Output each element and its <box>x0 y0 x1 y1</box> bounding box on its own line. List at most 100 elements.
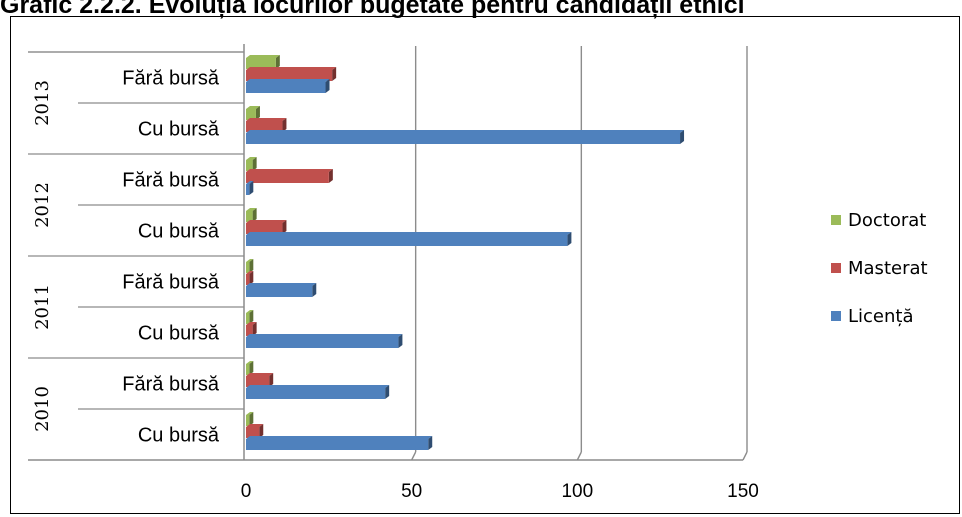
bar-side-Licență <box>428 436 433 450</box>
bar-Licență <box>246 337 399 348</box>
bar-side-Licență <box>567 232 572 246</box>
legend-label: Doctorat <box>848 210 926 231</box>
bar-Licență <box>246 133 681 144</box>
year-label: 2010 <box>32 386 53 432</box>
chart-title: Grafic 2.2.2. Evoluția locurilor bugetat… <box>0 0 745 19</box>
bar-Masterat <box>246 172 329 183</box>
bar-Licență <box>246 286 313 297</box>
bar-Doctorat <box>246 211 253 222</box>
bar-side-Doctorat <box>249 412 254 426</box>
bar-side-Doctorat <box>252 157 257 171</box>
bar-side-Doctorat <box>249 259 254 273</box>
bar-side-Doctorat <box>249 310 254 324</box>
bar-side-Masterat <box>259 424 264 438</box>
bar-side-Masterat <box>328 169 333 183</box>
bar-side-Doctorat <box>275 55 280 69</box>
bar-top-Doctorat <box>246 412 254 415</box>
gridline-floor-50 <box>411 451 417 461</box>
bar-side-Masterat <box>282 118 287 132</box>
bar-side-Licență <box>325 79 330 93</box>
bar-Doctorat <box>246 160 253 171</box>
category-label: Fără bursă <box>122 272 220 294</box>
bar-Masterat <box>246 376 270 387</box>
bar-Licență <box>246 184 250 195</box>
bar-top-Licență <box>246 334 403 337</box>
bar-top-Doctorat <box>246 259 254 262</box>
bar-top-Masterat <box>246 373 274 376</box>
legend-swatch <box>831 311 841 321</box>
year-label: 2011 <box>32 284 53 330</box>
category-label: Fără bursă <box>122 374 220 396</box>
bar-Doctorat <box>246 364 250 375</box>
category-label: Fără bursă <box>122 68 220 90</box>
x-tick-label: 50 <box>401 481 422 502</box>
bar-side-Licență <box>398 334 403 348</box>
year-label: 2012 <box>32 182 53 228</box>
bar-top-Licență <box>246 436 433 439</box>
bar-Masterat <box>246 274 250 285</box>
bar-top-Licență <box>246 181 254 184</box>
bar-top-Doctorat <box>246 361 254 364</box>
bar-top-Licență <box>246 130 685 133</box>
bar-top-Licență <box>246 232 572 235</box>
legend-label: Masterat <box>848 258 928 279</box>
bar-side-Licență <box>385 385 390 399</box>
bar-Doctorat <box>246 313 250 324</box>
category-label: Cu bursă <box>138 221 220 243</box>
bar-top-Doctorat <box>246 106 260 109</box>
bar-side-Masterat <box>252 322 257 336</box>
legend-label: Licență <box>848 306 914 327</box>
legend-swatch <box>831 263 841 273</box>
bar-side-Licență <box>680 130 685 144</box>
x-tick-label: 150 <box>727 481 759 502</box>
bar-side-Doctorat <box>249 361 254 375</box>
bar-Masterat <box>246 121 283 132</box>
x-tick-label: 0 <box>241 481 252 502</box>
bar-Licență <box>246 388 386 399</box>
bar-top-Masterat <box>246 169 333 172</box>
bar-Masterat <box>246 427 260 438</box>
bar-top-Masterat <box>246 118 287 121</box>
bar-top-Doctorat <box>246 310 254 313</box>
bar-Licență <box>246 82 326 93</box>
bar-top-Doctorat <box>246 157 257 160</box>
gridline-floor-150 <box>742 451 748 461</box>
bar-top-Masterat <box>246 424 264 427</box>
chart-frame <box>10 16 960 514</box>
bar-top-Doctorat <box>246 55 280 58</box>
bar-side-Masterat <box>269 373 274 387</box>
bar-Doctorat <box>246 262 250 273</box>
bar-side-Masterat <box>249 271 254 285</box>
bar-Masterat <box>246 223 283 234</box>
bar-side-Licență <box>249 181 254 195</box>
bar-Doctorat <box>246 415 250 426</box>
bar-side-Masterat <box>332 67 337 81</box>
category-label: Cu bursă <box>138 323 220 345</box>
bar-Doctorat <box>246 58 276 69</box>
gridline-floor-100 <box>576 451 582 461</box>
bar-top-Masterat <box>246 322 257 325</box>
year-label: 2013 <box>32 80 53 126</box>
bar-top-Masterat <box>246 67 337 70</box>
legend-swatch <box>831 215 841 225</box>
category-label: Cu bursă <box>138 425 220 447</box>
category-label: Cu bursă <box>138 119 220 141</box>
bar-Doctorat <box>246 109 256 120</box>
bar-Masterat <box>246 325 253 336</box>
bar-side-Licență <box>312 283 317 297</box>
bar-top-Licență <box>246 79 330 82</box>
x-tick-label: 100 <box>561 481 593 502</box>
bar-Licență <box>246 235 568 246</box>
bar-side-Doctorat <box>255 106 260 120</box>
bar-top-Licență <box>246 283 317 286</box>
bar-top-Masterat <box>246 220 287 223</box>
bar-top-Licență <box>246 385 390 388</box>
bar-top-Masterat <box>246 271 254 274</box>
bar-Masterat <box>246 70 333 81</box>
bar-top-Doctorat <box>246 208 257 211</box>
category-label: Fără bursă <box>122 170 220 192</box>
bar-side-Doctorat <box>252 208 257 222</box>
bar-Licență <box>246 439 429 450</box>
bar-side-Masterat <box>282 220 287 234</box>
